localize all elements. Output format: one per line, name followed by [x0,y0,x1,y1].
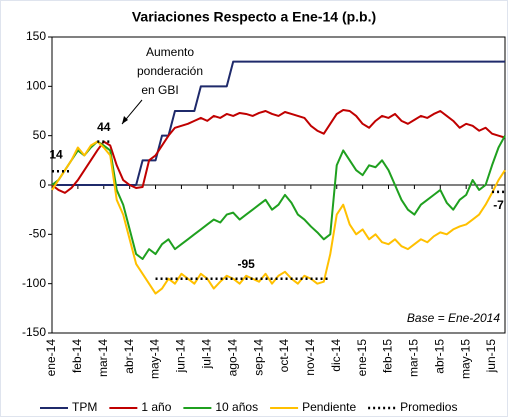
series-line [52,60,505,186]
x-tick-label: feb-14 [70,339,84,373]
y-tick-label: 150 [26,29,46,43]
average-label: -7 [493,198,504,212]
x-tick-label: nov-14 [303,339,317,376]
x-tick-label: jun-14 [174,339,188,374]
series-line [51,140,506,295]
y-tick-label: 0 [39,177,46,191]
annotation: Aumento [146,45,194,59]
annotation: en GBI [141,83,178,97]
series-line [51,109,506,194]
series-line [52,140,505,280]
legend-label: Promedios [400,400,457,414]
x-tick-label: mar-14 [96,339,110,377]
y-tick-label: -100 [22,276,46,290]
x-tick-label: ene-15 [355,339,369,377]
note: Base = Ene-2014 [407,311,500,325]
chart-title: Variaciones Respecto a Ene-14 (p.b.) [132,9,376,25]
x-tick-label: dic-14 [329,339,343,372]
y-tick-label: 50 [33,128,47,142]
legend-label: Pendiente [302,400,356,414]
average-label: 44 [97,120,111,134]
legend-label: 10 años [215,400,258,414]
arrow-head [122,116,128,124]
y-tick-label: -50 [29,227,47,241]
x-tick-label: ago-14 [225,339,239,377]
y-tick-label: 100 [26,79,46,93]
legend-label: TPM [72,400,97,414]
y-tick-label: -150 [22,325,46,339]
x-tick-label: abr-14 [122,339,136,374]
x-tick-label: may-15 [458,339,472,379]
x-tick-label: abr-15 [432,339,446,374]
series-line [51,135,506,260]
x-tick-label: jul-14 [199,339,213,370]
x-tick-label: feb-15 [381,339,395,373]
x-tick-label: mar-15 [407,339,421,377]
legend-label: 1 año [141,400,171,414]
annotation: ponderación [137,64,203,78]
x-tick-label: oct-14 [277,339,291,373]
x-tick-label: sep-14 [251,339,265,376]
average-label: -95 [237,257,255,271]
x-tick-label: jun-15 [484,339,498,374]
x-tick-label: may-14 [148,339,162,379]
average-label: 14 [49,147,63,161]
x-tick-label: ene-14 [44,339,58,377]
